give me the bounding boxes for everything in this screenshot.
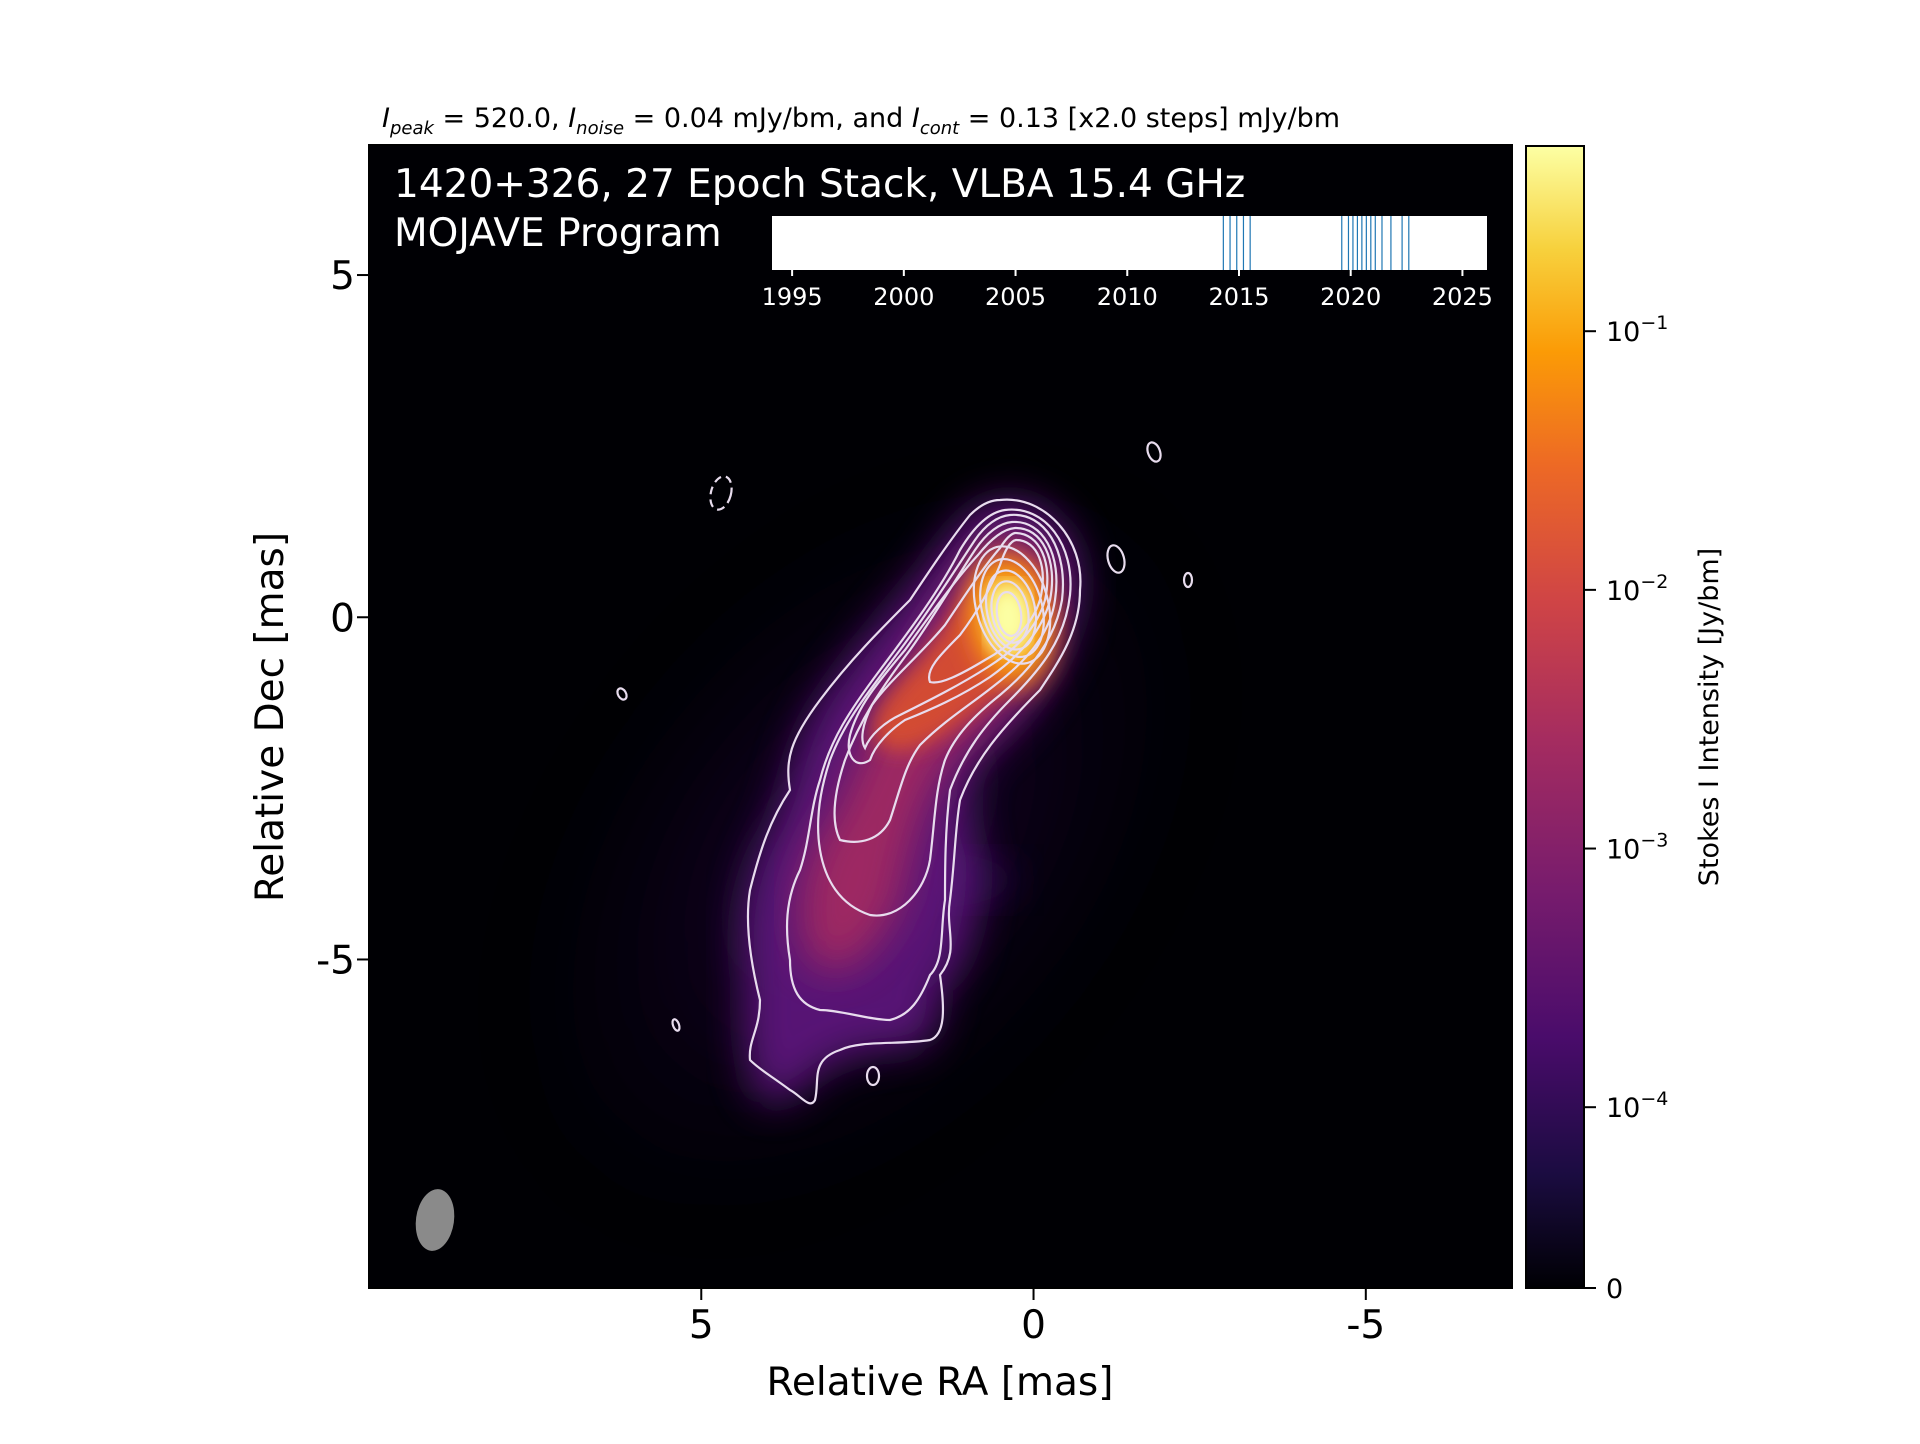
image-frame <box>368 144 1513 1289</box>
y-axis: 5 0 -5 <box>316 254 369 983</box>
contour-level-12 <box>995 591 1023 637</box>
contour-negative <box>709 475 733 511</box>
colorbar-tick-label: 10−4 <box>1606 1088 1668 1124</box>
image-panel: 1420+326, 27 Epoch Stack, VLBA 15.4 GHz … <box>368 144 1513 1289</box>
colorbar-tick-label: 10−1 <box>1606 312 1668 348</box>
chart-title: 1420+326, 27 Epoch Stack, VLBA 15.4 GHz <box>394 162 1245 207</box>
colorbar-ticks: 10−1 10−2 10−3 10−4 0 <box>1584 312 1668 1305</box>
epoch-tick-label: 2005 <box>985 283 1046 311</box>
contour-island <box>1106 544 1126 574</box>
colorbar-tick-label: 10−2 <box>1606 571 1668 607</box>
contour-level-9 <box>979 557 1045 659</box>
x-axis-label: Relative RA [mas] <box>767 1360 1114 1405</box>
contour-island <box>1182 571 1194 589</box>
x-tick-label: 0 <box>1021 1303 1046 1348</box>
contour-level-6 <box>861 531 1049 751</box>
colorbar-tick-label: 0 <box>1606 1274 1623 1305</box>
contour-level-2 <box>785 508 1072 1022</box>
epoch-axis: 1995 2000 2005 2010 2015 2020 2025 <box>762 270 1493 311</box>
epoch-tick-label: 2000 <box>873 283 934 311</box>
epoch-tick-label: 2010 <box>1097 283 1158 311</box>
colorbar-tick-label: 10−3 <box>1606 830 1668 866</box>
y-axis-label: Relative Dec [mas] <box>248 532 293 902</box>
x-axis: 5 0 -5 <box>689 1288 1385 1348</box>
y-tick-label: 0 <box>330 596 355 641</box>
epoch-lines <box>1222 216 1410 270</box>
epoch-tick-label: 2015 <box>1208 283 1269 311</box>
contours <box>616 441 1194 1105</box>
colorbar: 10−1 10−2 10−3 10−4 0 Stokes I Intensity [Jy… <box>1525 145 1725 1305</box>
beam-ellipse <box>415 1189 455 1251</box>
contour-island <box>671 1018 681 1032</box>
contour-level-11 <box>990 580 1030 644</box>
y-tick-label: -5 <box>316 938 355 983</box>
epoch-timeline-box <box>772 216 1487 270</box>
x-tick-label: 5 <box>689 1303 714 1348</box>
colorbar-gradient <box>1525 145 1585 1289</box>
contour-island <box>616 687 628 701</box>
contour-level-8 <box>972 545 1052 665</box>
intensity-summary: Ipeak = 520.0, Inoise = 0.04 mJy/bm, and… <box>382 103 1340 139</box>
contour-level-1 <box>746 498 1082 1105</box>
contour-island <box>865 1065 881 1087</box>
x-tick-label: -5 <box>1346 1303 1385 1348</box>
epoch-tick-label: 1995 <box>762 283 823 311</box>
epoch-tick-label: 2025 <box>1432 283 1493 311</box>
contour-island <box>1146 441 1162 463</box>
contour-level-5 <box>847 526 1054 765</box>
colorbar-label: Stokes I Intensity [Jy/bm] <box>1694 548 1725 886</box>
epoch-timeline: 1995 2000 2005 2010 2015 2020 2025 <box>762 216 1493 311</box>
y-tick-label: 5 <box>330 254 355 299</box>
contour-level-10 <box>984 569 1038 651</box>
chart-subtitle: MOJAVE Program <box>394 211 722 256</box>
epoch-tick-label: 2020 <box>1320 283 1381 311</box>
